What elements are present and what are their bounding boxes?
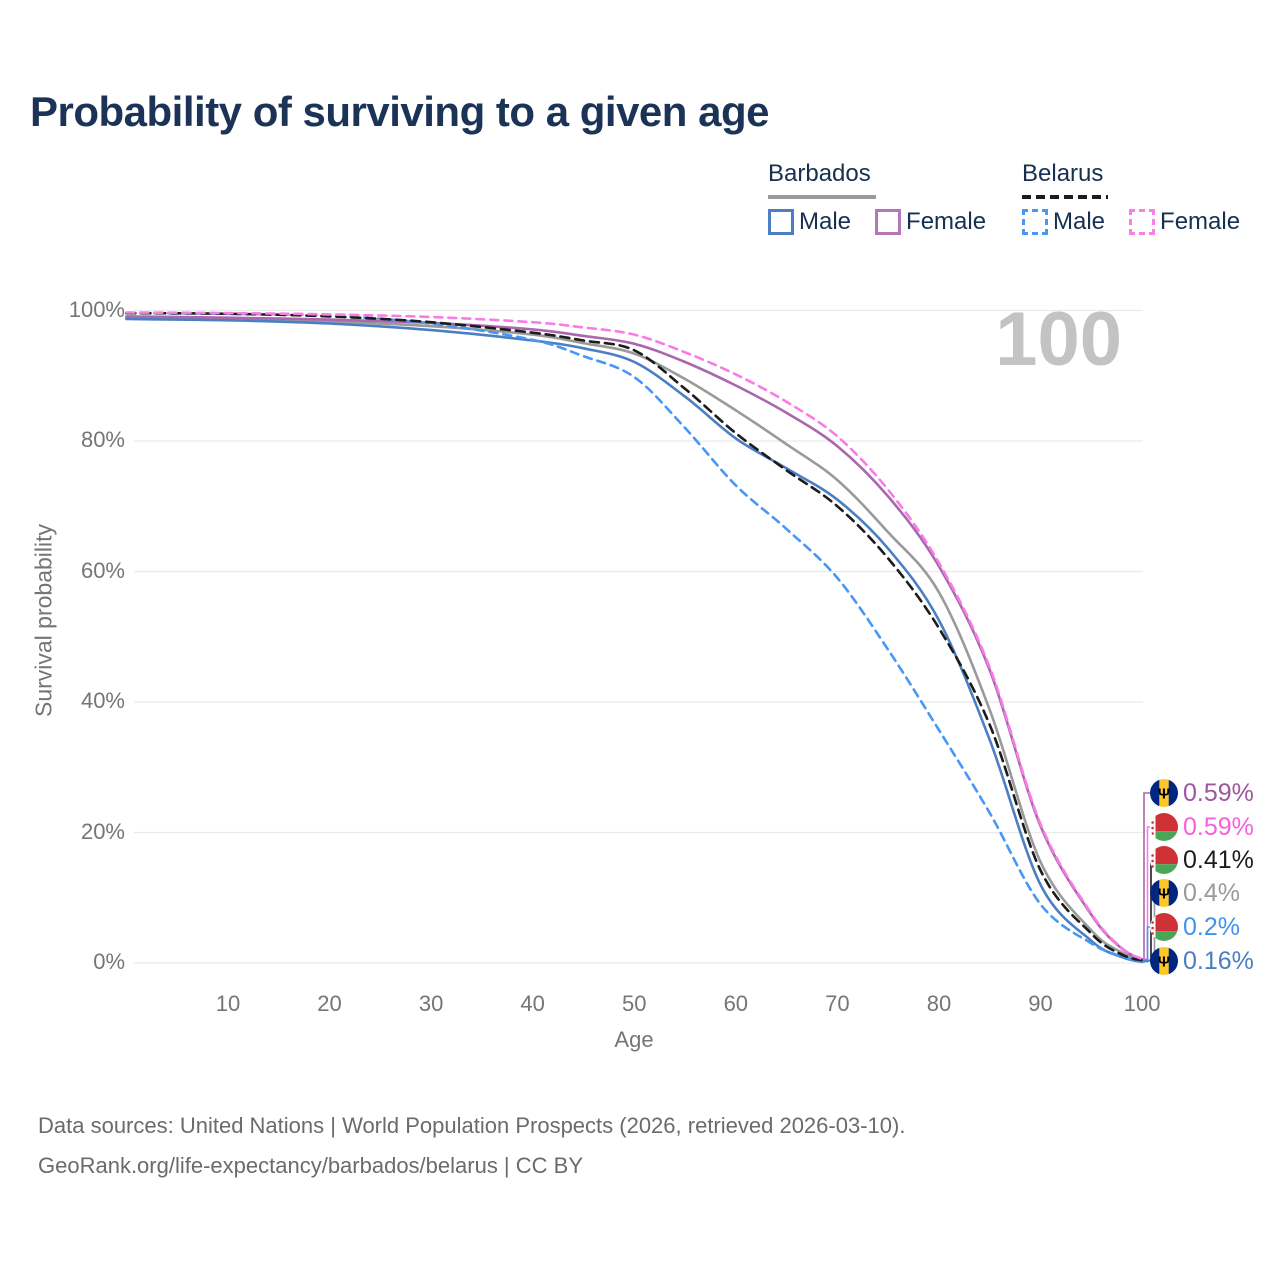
legend-underline-belarus-dashed	[1022, 195, 1108, 199]
x-tick-label: 30	[418, 991, 444, 1016]
legend-item-label: Female	[1160, 208, 1241, 235]
legend-underline-barbados-solid	[768, 195, 876, 199]
x-axis-title: Age	[614, 1027, 654, 1052]
end-label-value: 0.41%	[1183, 845, 1254, 874]
legend-item-label: Male	[799, 208, 852, 235]
x-tick-label: 20	[317, 991, 342, 1016]
end-label-value: 0.2%	[1183, 912, 1240, 941]
series-line-belarus-total	[125, 311, 1144, 962]
footer-attribution: Data sources: United Nations | World Pop…	[38, 1106, 905, 1186]
y-tick-label: 0%	[93, 949, 125, 974]
end-label-belarus-total: 0.41%	[1150, 846, 1254, 874]
y-tick-label: 100%	[68, 296, 125, 322]
page-title: Probability of surviving to a given age	[30, 88, 769, 135]
y-tick-label: 20%	[80, 818, 125, 844]
flag-icon-belarus	[1150, 846, 1178, 874]
x-tick-label: 10	[215, 991, 241, 1016]
footer-link-line: GeoRank.org/life-expectancy/barbados/bel…	[38, 1153, 583, 1178]
barbados-male-swatch-icon	[768, 209, 794, 235]
series-line-barbados-total	[125, 316, 1144, 962]
end-label-belarus-male: 0.2%	[1150, 913, 1240, 941]
legend-item-belarus-male[interactable]: Male	[1022, 208, 1105, 236]
end-label-barbados-female: Ψ 0.59%	[1150, 779, 1254, 807]
flag-icon-belarus	[1150, 913, 1178, 941]
footer-data-sources: Data sources: United Nations | World Pop…	[38, 1113, 906, 1138]
belarus-female-swatch-icon	[1129, 209, 1156, 235]
flag-icon-barbados: Ψ	[1150, 779, 1178, 807]
flag-icon-belarus	[1150, 813, 1178, 841]
x-tick-label: 90	[1028, 991, 1053, 1016]
legend-item-barbados-female[interactable]: Female	[875, 208, 986, 236]
barbados-female-swatch-icon	[875, 209, 902, 235]
y-axis-title: Survival probability	[30, 523, 57, 718]
end-label-connector	[1143, 826, 1152, 960]
legend-country-barbados: Barbados	[768, 160, 871, 187]
y-tick-label: 80%	[80, 427, 125, 452]
belarus-male-swatch-icon	[1022, 209, 1048, 235]
series-line-barbados-female	[125, 315, 1144, 961]
x-tick-label: 40	[520, 991, 545, 1016]
x-tick-label: 70	[825, 991, 850, 1016]
hover-age-watermark: 100	[995, 297, 1122, 382]
end-label-value: 0.16%	[1183, 946, 1254, 975]
legend-group-barbados: Barbados Male Female	[768, 160, 1010, 236]
end-label-connector	[1143, 960, 1152, 963]
legend-item-belarus-female[interactable]: Female	[1129, 208, 1240, 236]
y-tick-label: 60%	[80, 557, 125, 583]
y-tick-label: 40%	[80, 688, 125, 713]
legend-item-label: Female	[906, 208, 987, 235]
x-tick-label: 100	[1123, 991, 1161, 1016]
end-label-value: 0.59%	[1183, 812, 1254, 841]
legend-group-belarus: Belarus Male Female	[1022, 160, 1264, 236]
flag-icon-barbados: Ψ	[1150, 879, 1178, 907]
end-label-barbados-total: Ψ 0.4%	[1150, 879, 1240, 907]
end-label-belarus-female: 0.59%	[1150, 813, 1254, 841]
x-tick-label: 60	[723, 991, 749, 1016]
svg-text:Ψ: Ψ	[1158, 786, 1170, 803]
legend-country-belarus: Belarus	[1022, 160, 1104, 187]
series-line-barbados-male	[125, 317, 1144, 964]
x-tick-label: 80	[926, 991, 952, 1016]
x-tick-label: 50	[622, 991, 647, 1016]
series-line-belarus-female	[125, 311, 1144, 961]
flag-icon-barbados: Ψ	[1150, 947, 1178, 975]
end-label-value: 0.4%	[1183, 878, 1240, 907]
svg-text:Ψ: Ψ	[1158, 954, 1170, 971]
series-line-belarus-male	[125, 311, 1144, 963]
end-label-barbados-male: Ψ 0.16%	[1150, 947, 1254, 975]
svg-text:Ψ: Ψ	[1158, 886, 1170, 903]
end-label-value: 0.59%	[1183, 778, 1254, 807]
legend-item-label: Male	[1053, 208, 1106, 235]
legend-item-barbados-male[interactable]: Male	[768, 208, 851, 236]
